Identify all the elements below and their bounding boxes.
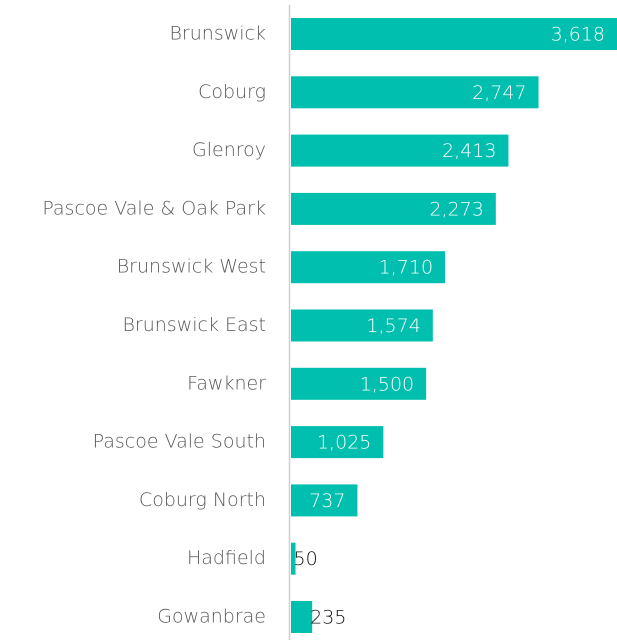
category-label: Brunswick — [169, 23, 266, 45]
bar — [291, 542, 296, 575]
data-label: 2,273 — [429, 198, 483, 220]
data-label: 50 — [294, 548, 318, 570]
data-label: 3,618 — [551, 24, 605, 46]
data-label: 737 — [309, 490, 345, 512]
bar — [291, 484, 358, 517]
category-label: Brunswick East — [122, 314, 266, 336]
bar — [291, 76, 539, 109]
data-label: 235 — [310, 607, 346, 629]
data-label: 1,710 — [379, 257, 433, 279]
category-label: Pascoe Vale South — [93, 431, 266, 453]
data-label: 2,747 — [472, 82, 526, 104]
bar — [291, 251, 446, 284]
category-label: Glenroy — [192, 139, 266, 161]
bar — [291, 426, 384, 459]
bar — [291, 192, 496, 225]
category-label: Brunswick West — [117, 256, 266, 278]
data-label: 1,025 — [317, 432, 371, 454]
category-label: Hadfield — [187, 547, 266, 569]
bar — [291, 601, 313, 633]
bar — [291, 18, 617, 50]
data-label: 2,413 — [442, 140, 496, 162]
category-label: Fawkner — [187, 372, 266, 394]
data-label: 1,574 — [366, 315, 420, 337]
bar — [291, 134, 509, 167]
category-label: Coburg North — [139, 489, 266, 511]
data-label: 1,500 — [360, 373, 414, 395]
bar — [291, 367, 427, 400]
category-label: Pascoe Vale & Oak Park — [42, 197, 266, 219]
category-label: Coburg — [198, 81, 266, 103]
category-label: Gowanbrae — [157, 606, 266, 628]
bar — [291, 309, 433, 342]
